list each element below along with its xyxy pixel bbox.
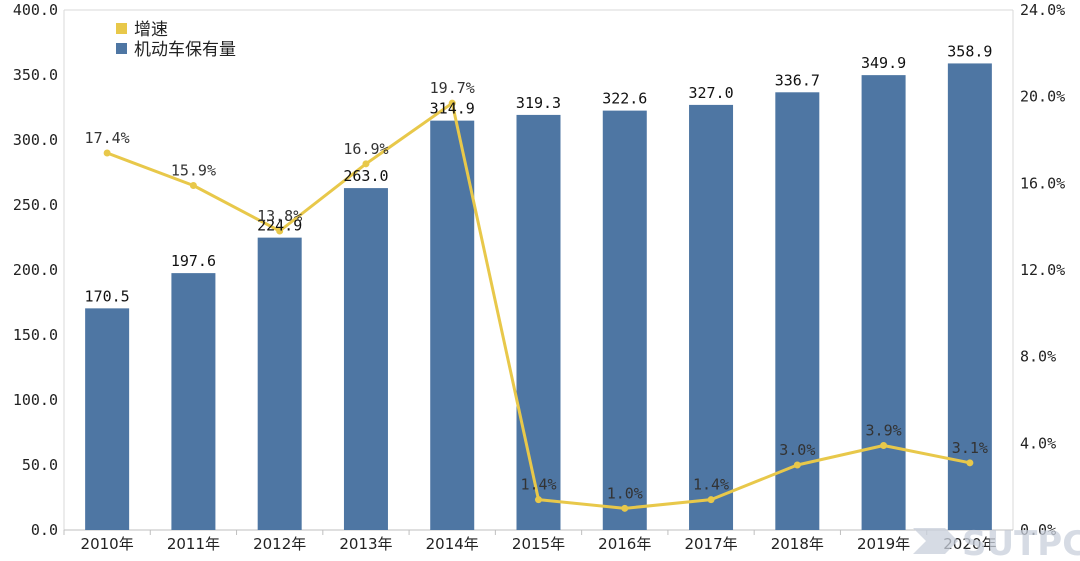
x-tick-label: 2010年	[81, 535, 134, 553]
bar	[689, 104, 734, 531]
line-value-label: 1.4%	[520, 476, 556, 494]
bar-series	[85, 63, 992, 531]
bar	[602, 110, 647, 531]
bar	[861, 75, 906, 530]
growth-point	[535, 496, 542, 504]
bar-value-label: 349.9	[861, 54, 906, 72]
y-left-tick-label: 50.0	[22, 456, 58, 474]
growth-point	[793, 461, 801, 469]
y-right-tick-label: 4.0%	[1020, 434, 1056, 452]
growth-point	[189, 182, 197, 189]
bar-value-label: 263.0	[343, 167, 388, 185]
x-tick-label: 2017年	[684, 535, 737, 553]
line-series	[103, 99, 974, 512]
y-left-tick-label: 400.0	[13, 1, 58, 19]
bar-value-label: 224.9	[257, 217, 302, 235]
bar-value-label: 170.5	[85, 287, 130, 305]
watermark-logo-icon	[913, 528, 958, 554]
line-value-label: 3.1%	[952, 439, 988, 457]
x-tick-label: 2019年	[857, 535, 910, 553]
legend-swatch-line	[116, 23, 127, 34]
growth-point	[103, 149, 111, 157]
y-right-tick-label: 0.0%	[1020, 521, 1056, 539]
line-value-label: 13.8%	[257, 207, 302, 225]
data-labels: 170.5 197.6 224.9 263.0 314.9 319.3 322.6 327.0…	[85, 42, 993, 502]
bar-value-label: 314.9	[430, 100, 475, 118]
x-tick-label: 2014年	[426, 535, 479, 553]
x-tick-label: 2012年	[253, 535, 306, 553]
line-value-label: 1.4%	[693, 476, 729, 494]
x-tick-label: 2020年	[943, 535, 996, 553]
bar	[171, 273, 216, 530]
bar	[775, 92, 820, 530]
x-tick-label: 2015年	[512, 535, 565, 553]
y-left-tick-label: 200.0	[13, 261, 58, 279]
growth-point	[448, 99, 456, 107]
growth-point	[880, 442, 888, 449]
bar	[430, 120, 475, 530]
y-left-tick-label: 150.0	[13, 326, 58, 344]
x-tick-label: 2016年	[598, 535, 651, 553]
bar-value-label: 327.0	[688, 84, 733, 102]
legend-label-bar: 机动车保有量	[134, 40, 236, 60]
y-left-tick-label: 300.0	[13, 131, 58, 149]
bar-value-label: 319.3	[516, 94, 561, 112]
line-value-label: 3.9%	[866, 422, 902, 440]
legend-label-line: 增速	[134, 20, 168, 40]
y-right-tick-label: 20.0%	[1020, 88, 1065, 106]
line-value-label: 15.9%	[171, 162, 216, 180]
y-left-tick-label: 350.0	[13, 66, 58, 84]
bar	[257, 237, 302, 530]
y-right-tick-label: 24.0%	[1020, 1, 1065, 19]
legend: 增速 机动车保有量	[116, 20, 236, 60]
bar-value-label: 322.6	[602, 90, 647, 108]
x-tick-label: 2018年	[771, 535, 824, 553]
growth-point	[707, 496, 715, 504]
bar-value-label: 358.9	[947, 42, 992, 60]
y-left-tick-label: 100.0	[13, 391, 58, 409]
line-value-label: 3.0%	[779, 441, 815, 459]
watermark: SUTPC	[913, 524, 1080, 561]
watermark-text: SUTPC	[962, 524, 1080, 561]
x-tick-label: 2011年	[167, 535, 220, 553]
legend-swatch-bar	[116, 43, 127, 54]
y-right-tick-label: 8.0%	[1020, 348, 1056, 366]
growth-point	[276, 227, 284, 235]
bar	[343, 188, 388, 530]
growth-point	[621, 504, 629, 512]
y-right-tick-label: 16.0%	[1020, 174, 1065, 192]
line-value-label: 16.9%	[343, 140, 388, 158]
growth-point	[362, 160, 370, 168]
bar-value-label: 336.7	[775, 71, 820, 89]
bar-value-label: 197.6	[171, 252, 216, 270]
chart-axes: 0.0 50.0 100.0 150.0 200.0 250.0 300.0 350.0 400…	[13, 1, 1065, 553]
line-value-label: 1.0%	[607, 484, 643, 502]
bar	[516, 114, 561, 530]
growth-point	[966, 459, 974, 467]
y-right-tick-label: 12.0%	[1020, 261, 1065, 279]
line-value-label: 17.4%	[85, 129, 130, 147]
bar	[85, 308, 130, 530]
bar	[947, 63, 992, 531]
y-left-tick-label: 0.0	[31, 521, 58, 539]
x-tick-label: 2013年	[339, 535, 392, 553]
line-value-label: 19.7%	[430, 79, 475, 97]
y-left-tick-label: 250.0	[13, 196, 58, 214]
